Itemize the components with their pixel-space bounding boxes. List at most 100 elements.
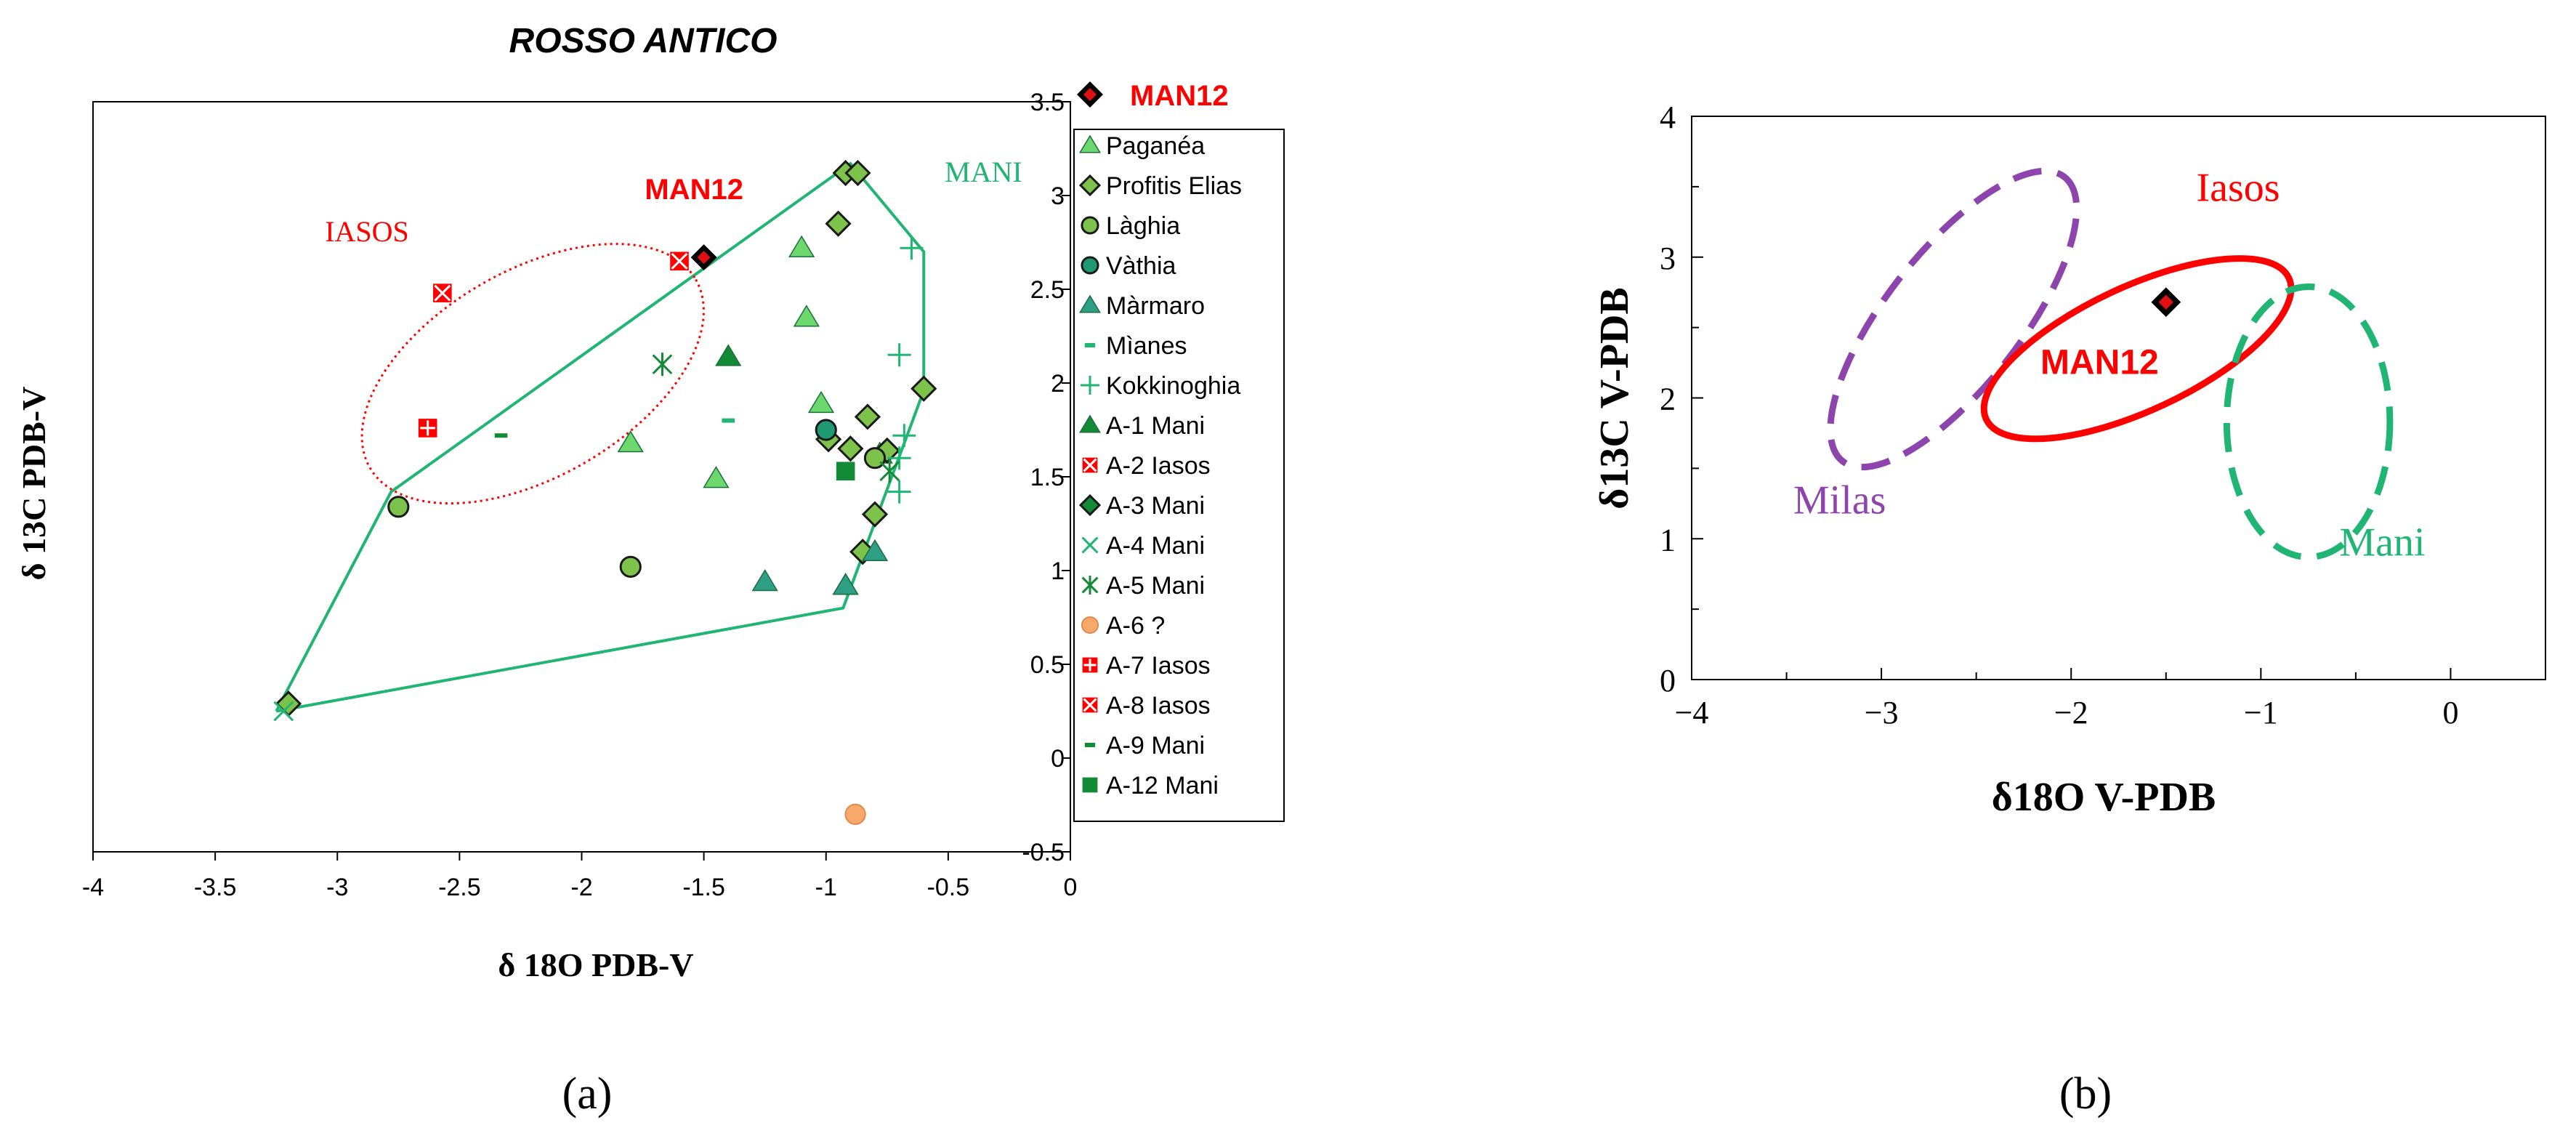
legend-label-m-anes: Mìanes bbox=[1106, 332, 1187, 360]
x-tick-label: -2 bbox=[570, 874, 592, 901]
y-tick-label: 1 bbox=[1660, 522, 1676, 557]
point-a-8-iasos-1 bbox=[670, 251, 689, 271]
x-tick-label: -1.5 bbox=[682, 874, 725, 901]
x-tick-label: -4 bbox=[82, 874, 104, 901]
legend-marker-profitis-elias bbox=[1078, 174, 1102, 197]
y-tick-label: 3 bbox=[1660, 241, 1676, 276]
legend-marker-a-4-mani bbox=[1081, 536, 1099, 554]
point-a-5-mani-1 bbox=[652, 353, 673, 376]
panel-b-x-axis-label: δ18O V-PDB bbox=[1992, 775, 2216, 820]
x-tick-label: −4 bbox=[1675, 695, 1709, 730]
x-tick-label: 0 bbox=[2442, 695, 2458, 730]
point-pagan-a-2 bbox=[793, 305, 820, 327]
y-tick-label: -0.5 bbox=[1022, 839, 1065, 866]
point-profitis-elias-2 bbox=[844, 159, 871, 187]
x-tick-label: -3.5 bbox=[194, 874, 237, 901]
panel-a-y-axis-label: δ 13C PDB-V bbox=[15, 387, 52, 581]
point-profitis-elias-4 bbox=[854, 403, 881, 430]
legend-label-a-8-iasos: A-8 Iasos bbox=[1106, 692, 1211, 720]
point-kokkinoghia-4 bbox=[887, 480, 911, 504]
legend-marker-a-9-mani bbox=[1084, 743, 1096, 747]
panel-b-label: (b) bbox=[2059, 1069, 2112, 1119]
legend-marker-m-anes bbox=[1084, 343, 1096, 347]
point-m-anes-1 bbox=[722, 418, 735, 423]
annotation-man12: MAN12 bbox=[2040, 344, 2159, 382]
point-a-5-mani-2 bbox=[879, 459, 900, 483]
x-tick-label: −1 bbox=[2244, 695, 2278, 730]
point-m-rmaro-2 bbox=[861, 539, 889, 561]
point-kokkinoghia-3 bbox=[887, 446, 911, 470]
point-pagan-a-4 bbox=[617, 430, 644, 453]
region-label-mani: MANI bbox=[945, 156, 1022, 188]
region-mani bbox=[275, 161, 926, 713]
panel-a-regions: MANI IASOS bbox=[275, 156, 1022, 713]
point-m-rmaro-1 bbox=[751, 569, 778, 592]
panel-a-label: (a) bbox=[562, 1069, 613, 1119]
point-a-2-iasos-1 bbox=[433, 283, 452, 302]
y-tick-label: 4 bbox=[1660, 100, 1676, 135]
panel-b-plot-frame bbox=[1691, 116, 2546, 680]
legend-marker-m-rmaro bbox=[1079, 294, 1101, 313]
panel-b-regions: Milas Iasos Mani bbox=[1793, 165, 2426, 565]
panel-a-legend: Paganéa Profitis Elias Làghia Vàthia Màrmaro… bbox=[1078, 132, 1242, 799]
point-l-ghia-2 bbox=[619, 555, 642, 578]
legend-label-a-4-mani: A-4 Mani bbox=[1106, 532, 1205, 560]
y-tick-label: 2 bbox=[1051, 370, 1065, 398]
legend-marker-a-5-mani bbox=[1081, 576, 1099, 595]
legend-marker-a-1-mani bbox=[1079, 414, 1101, 433]
point-a-9-mani-1 bbox=[494, 433, 508, 438]
y-tick-label: 2 bbox=[1660, 382, 1676, 417]
legend-label-l-ghia: Làghia bbox=[1106, 212, 1180, 240]
point-profitis-elias-9 bbox=[861, 501, 889, 528]
legend-label-a-12-mani: A-12 Mani bbox=[1106, 772, 1219, 799]
legend-label-kokkinoghia: Kokkinoghia bbox=[1106, 372, 1240, 400]
point-pagan-a-1 bbox=[788, 235, 815, 257]
y-tick-label: 3.5 bbox=[1030, 89, 1065, 116]
annotation-man12: MAN12 bbox=[645, 174, 743, 206]
point-a-4-mani-1 bbox=[273, 701, 294, 722]
point-man12 bbox=[2151, 287, 2181, 318]
point-m-rmaro-3 bbox=[832, 573, 859, 595]
point-profitis-elias-3 bbox=[825, 210, 852, 237]
y-tick-label: 0 bbox=[1660, 663, 1676, 698]
panel-b-points: MAN12 bbox=[2040, 287, 2181, 382]
point-a-7-iasos-1 bbox=[418, 419, 437, 438]
legend-label-a-9-mani: A-9 Mani bbox=[1106, 732, 1205, 760]
legend-label-man12: MAN12 bbox=[1130, 80, 1229, 112]
point-kokkinoghia-2 bbox=[887, 343, 911, 367]
legend-marker-pagan-a bbox=[1079, 134, 1101, 153]
y-tick-label: 1.5 bbox=[1030, 464, 1065, 491]
x-tick-label: -2.5 bbox=[438, 874, 481, 901]
legend-label-profitis-elias: Profitis Elias bbox=[1106, 172, 1242, 200]
x-tick-label: -1 bbox=[815, 874, 837, 901]
legend-label-a-5-mani: A-5 Mani bbox=[1106, 572, 1205, 600]
panel-a-x-ticks: -4 -3.5 -3 -2.5 -2 -1.5 -1 -0.5 0 bbox=[82, 852, 1078, 901]
region-label-iasos: Iasos bbox=[2196, 165, 2280, 210]
legend-label-a-2-iasos: A-2 Iasos bbox=[1106, 452, 1211, 480]
point-kokkinoghia-5 bbox=[892, 424, 916, 448]
point-a-12-mani-1 bbox=[836, 462, 855, 481]
x-tick-label: −2 bbox=[2054, 695, 2088, 730]
legend-marker-l-ghia bbox=[1081, 216, 1099, 235]
panel-a-points: MAN12 bbox=[273, 159, 937, 826]
x-tick-label: 0 bbox=[1064, 874, 1078, 901]
x-tick-label: -3 bbox=[326, 874, 348, 901]
panel-b-chart: Milas Iasos Mani MAN12 −4 −3 −2 −1 0 0 1 2 3 4 δ18… bbox=[1592, 100, 2546, 1119]
panel-a-y-ticks: -0.5 0 0.5 1 1.5 2 2.5 3 3.5 bbox=[1022, 89, 1071, 866]
panel-b-y-axis-label: δ13C V-PDB bbox=[1592, 287, 1637, 509]
point-v-thia-1 bbox=[815, 419, 837, 441]
y-tick-label: 3 bbox=[1051, 182, 1065, 210]
y-tick-label: 1 bbox=[1051, 557, 1065, 585]
legend-label-a-6: A-6 ? bbox=[1106, 612, 1165, 640]
legend-label-m-rmaro: Màrmaro bbox=[1106, 292, 1205, 320]
point-kokkinoghia-1 bbox=[900, 236, 924, 260]
legend-marker-man12 bbox=[1077, 81, 1103, 108]
region-label-milas: Milas bbox=[1793, 478, 1886, 523]
panel-a-x-axis-label: δ 18O PDB-V bbox=[498, 946, 693, 983]
point-profitis-elias-8 bbox=[911, 375, 937, 402]
panel-a-plot-frame bbox=[92, 101, 1071, 853]
legend-label-pagan-a: Paganéa bbox=[1106, 132, 1205, 160]
point-a-1-mani-1 bbox=[715, 344, 742, 366]
legend-marker-v-thia bbox=[1081, 256, 1099, 275]
